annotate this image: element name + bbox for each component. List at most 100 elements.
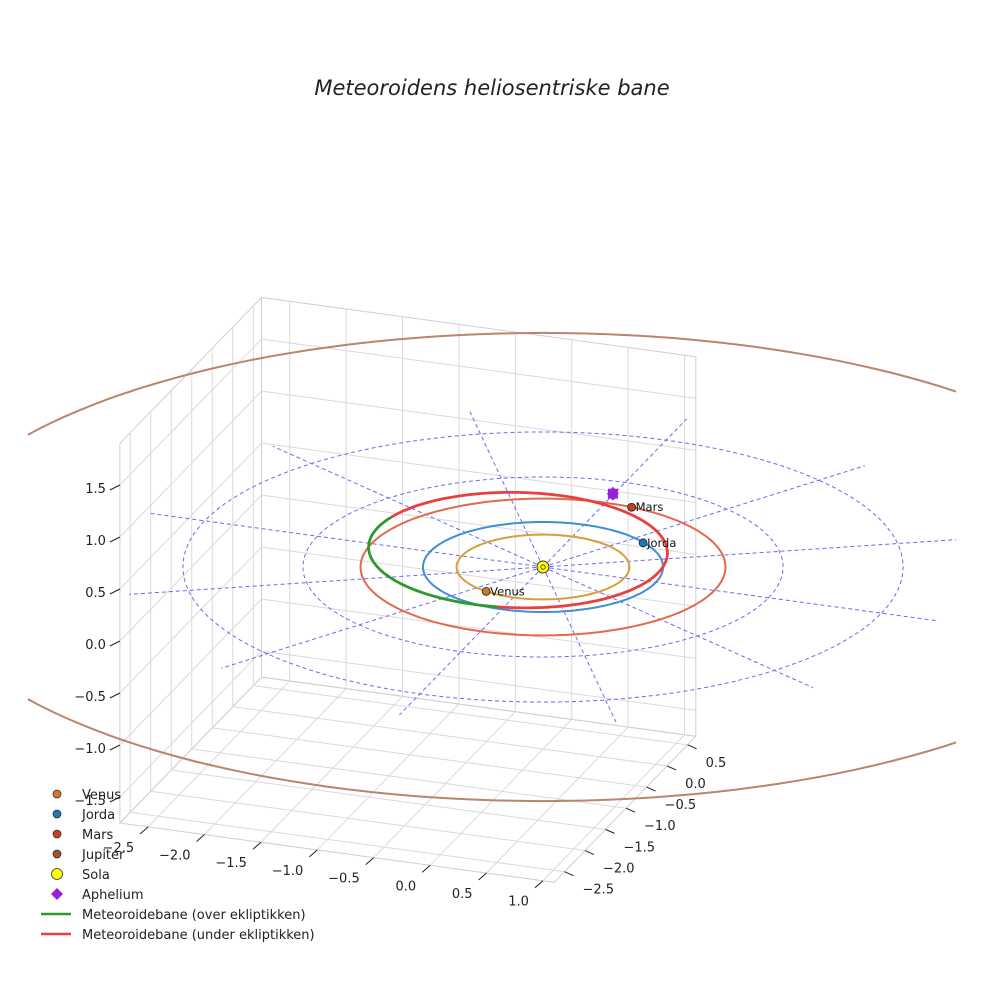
ecliptic-spoke [469,411,544,568]
legend-marker [52,809,62,819]
y-tick-label: −2.5 [582,883,614,898]
z-tick-label: 1.0 [85,534,106,549]
x-tick-mark [478,872,487,881]
ecliptic-spoke [542,566,617,723]
x-tick-mark [421,864,431,873]
y-tick-label: −1.5 [624,840,656,855]
ecliptic-spoke [399,566,544,716]
legend-label: Jupiter [81,848,125,863]
x-tick-mark [309,849,318,858]
z-tick-label: 0.5 [85,586,106,601]
orbit-jupiter [28,331,956,803]
chart-title: Meteoroidens heliosentriske bane [314,76,669,100]
floor-gridline-x [373,711,516,858]
x-tick-label: 0.0 [395,879,416,894]
legend-marker [52,829,62,839]
x-tick-label: −1.0 [272,864,304,879]
ecliptic-spoke [542,566,814,689]
y-tick-label: −0.5 [665,798,697,813]
legend-label: Mars [82,828,114,843]
planet-marker-mars [627,502,637,512]
wall-gridline-z2 [119,442,262,590]
ecliptic-spoke [148,512,544,568]
y-tick-mark [625,807,636,813]
legend-marker [51,868,63,880]
x-tick-mark [196,834,205,842]
legend-item: Aphelium [51,888,144,903]
floor-gridline-x [542,734,685,882]
x-tick-label: −2.5 [103,841,135,856]
sun-marker [536,560,550,574]
x-tick-label: 1.0 [508,895,529,910]
wall-gridline-z [261,546,696,607]
wall-gridline-z [261,598,696,659]
wall-gridline-z [261,338,696,399]
legend-label: Sola [82,868,110,883]
planet-label-venus: Venus [490,584,525,598]
z-tick-mark [109,640,121,647]
ecliptic-spoke [221,566,544,669]
floor-gridline-x [260,695,403,843]
x-tick-label: −2.0 [159,849,191,864]
wall-gridline-z2 [119,338,262,486]
legend-item: Meteoroidebane (under ekliptikken) [41,928,315,943]
z-tick-label: −0.5 [74,690,106,705]
y-tick-mark [584,850,595,855]
orbit-jorda [422,521,664,613]
legend: Venus Jorda Mars Jupiter Sola Aphelium Meteoro… [41,788,315,943]
sun-marker-core [540,564,546,570]
floor-gridline-y [150,790,586,852]
floor-gridline-y [253,685,688,746]
x-tick-mark [365,857,375,866]
z-tick-mark [109,796,121,803]
x-tick-label: 0.5 [452,887,473,902]
y-tick-mark [687,744,697,750]
wall-gridline-z2 [119,494,262,642]
orbit-mars [359,497,727,637]
planet-marker-venus [481,586,491,596]
legend-item: Meteoroidebane (over ekliptikken) [41,908,306,923]
z-tick-label: 0.0 [85,638,106,653]
y-tick-label: −1.0 [644,819,676,834]
x-tick-mark [139,826,149,835]
floor-gridline-x [316,703,460,851]
legend-item: Jupiter [52,848,125,863]
legend-label: Venus [82,788,121,803]
legend-label: Aphelium [82,888,144,903]
wall-gridline-z [261,390,696,451]
legend-label: Jorda [81,808,115,823]
wall-gridline-z [261,650,696,711]
z-tick-label: −1.0 [74,742,106,757]
planet-label-jorda: Jorda [646,536,676,550]
grid-layer [119,301,696,882]
y-tick-mark [666,765,677,771]
aphelion-marker-square [607,488,618,499]
plot-bounds-layer [118,296,697,883]
floor-gridline-x [147,680,291,828]
ecliptic-spoke [272,445,544,568]
legend-item: Mars [52,828,114,843]
legend-marker [51,888,63,900]
legend-item: Jorda [52,808,115,823]
meteoroid-orbit-above [367,516,499,609]
side-pane [119,296,262,825]
z-tick-mark [109,692,121,699]
y-tick-label: 0.5 [706,756,727,771]
meteoroid-orbit-below [390,490,669,610]
legend-marker [52,789,62,799]
legend-label: Meteoroidebane (under ekliptikken) [82,928,315,943]
markers-layer: Venus Jorda Mars [481,486,676,598]
legend-marker [52,849,62,859]
ecliptic-spoke [542,418,687,568]
y-tick-label: 0.0 [685,777,706,792]
z-tick-mark [109,588,121,595]
legend-label: Meteoroidebane (over ekliptikken) [82,908,306,923]
wall-gridline-z [261,442,696,503]
y-tick-label: −2.0 [603,862,635,877]
planet-orbits-layer [28,331,956,803]
floor-gridline-y [171,769,606,830]
x-tick-mark [252,841,262,850]
z-tick-label: −1.5 [74,794,106,809]
legend-item: Sola [51,868,110,883]
